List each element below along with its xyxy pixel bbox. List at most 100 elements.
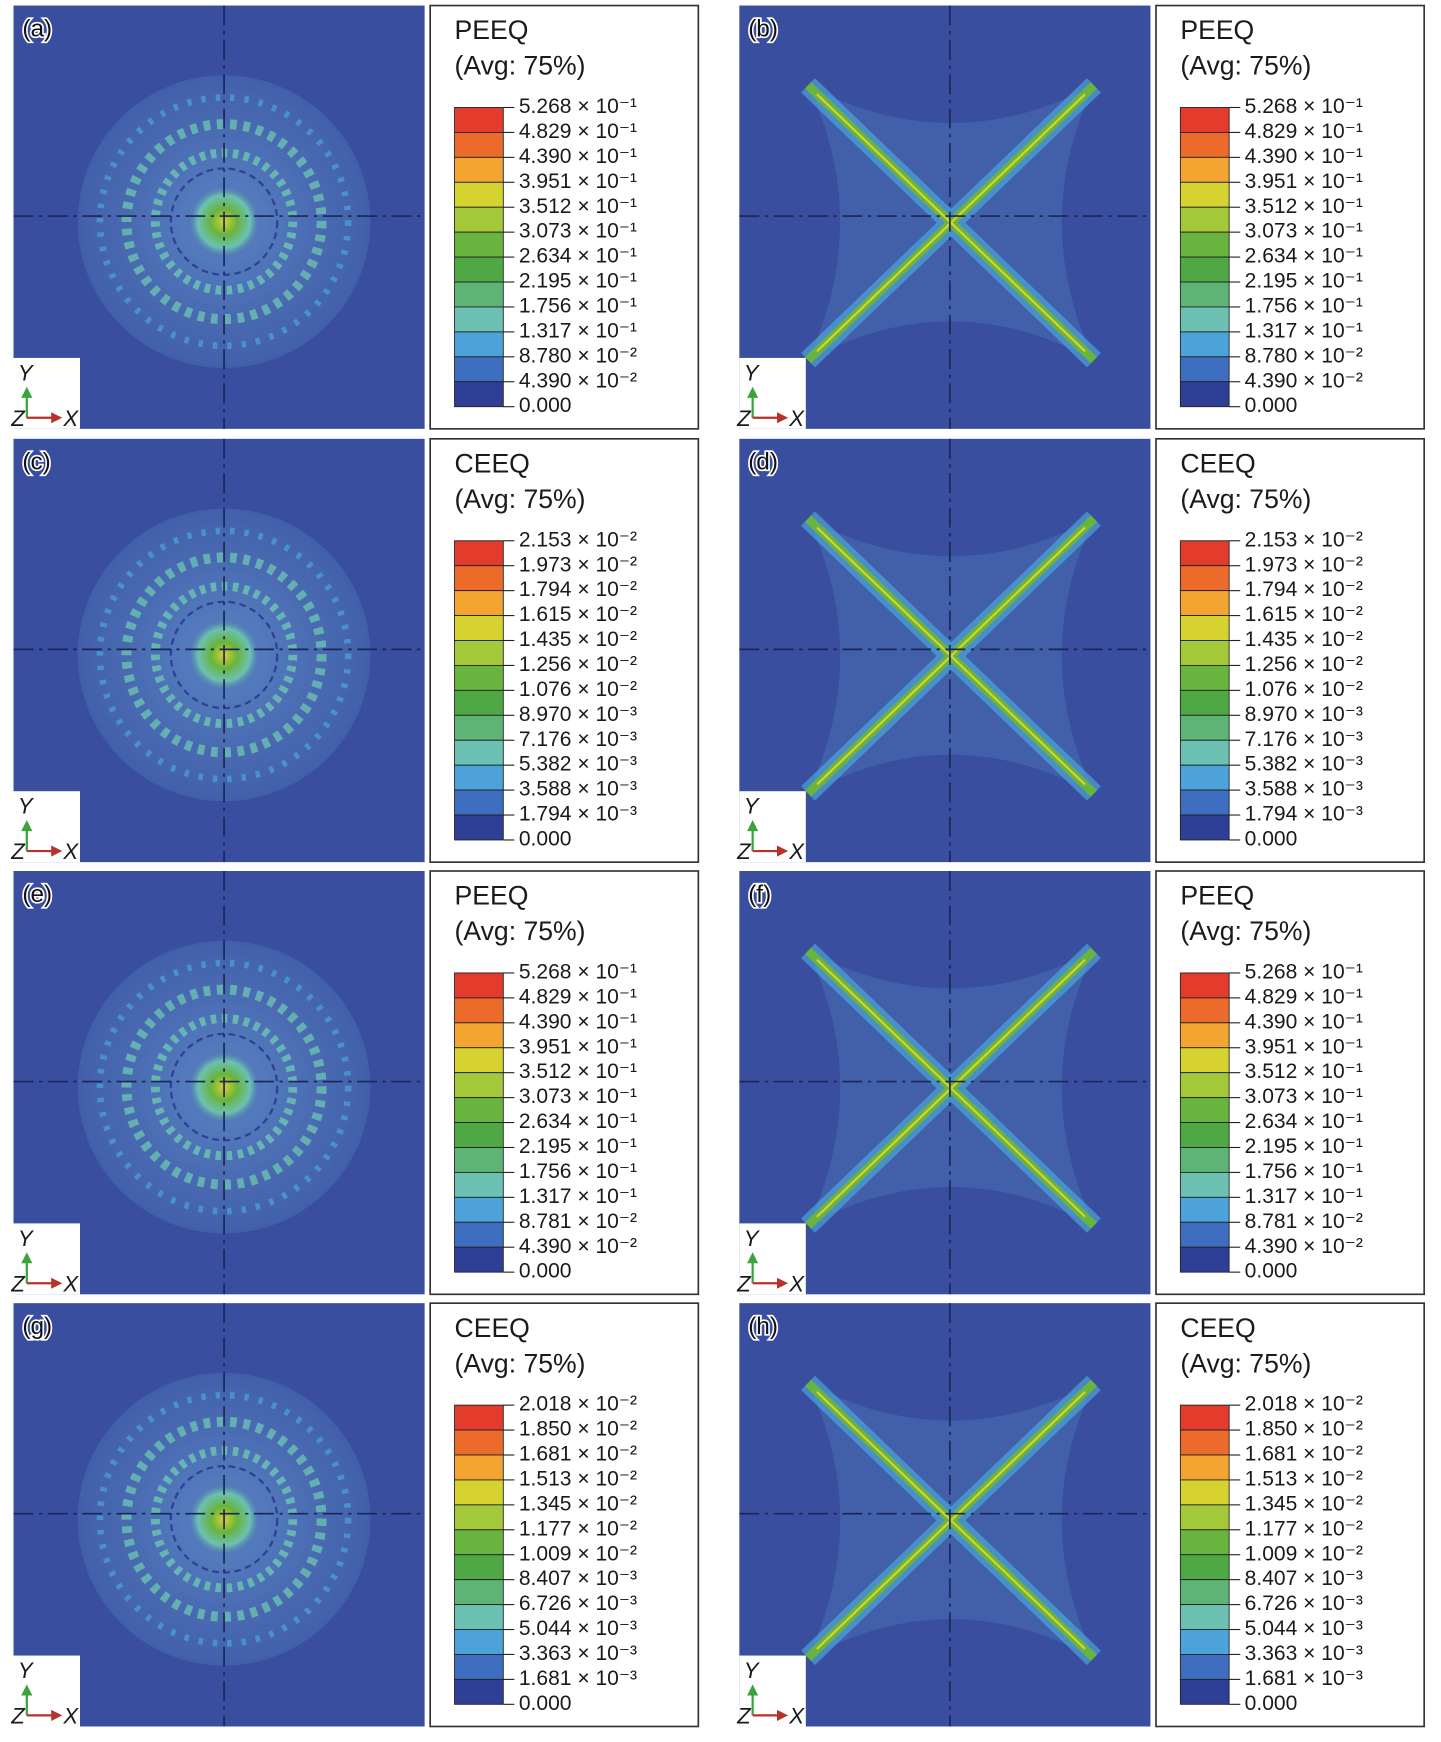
legend-level: 5.268 × 10⁻¹ [519,961,637,984]
panel-label: (d) [748,449,778,476]
legend-level: 1.756 × 10⁻¹ [519,295,637,318]
triad-label: X [788,839,805,864]
legend-level: 3.073 × 10⁻¹ [1245,1085,1363,1108]
triad-label: X [788,406,805,431]
legend-subtitle: (Avg: 75%) [1180,916,1311,946]
legend-level: 3.512 × 10⁻¹ [1245,195,1363,218]
triad-arrow [21,820,33,832]
legend-level: 2.018 × 10⁻² [519,1393,637,1416]
triad-arrow [777,845,789,857]
legend-level: 0.000 [519,394,572,417]
legend-level: 1.794 × 10⁻³ [519,803,637,826]
color-band [1179,1097,1230,1123]
legend-level: 4.390 × 10⁻¹ [519,1010,637,1033]
triad-arrow [21,386,33,398]
legend-level: 3.512 × 10⁻¹ [519,195,637,218]
triad-label: Y [18,1658,35,1683]
color-band [454,590,504,617]
legend-level: 1.009 × 10⁻² [1245,1542,1363,1565]
legend-level: 1.794 × 10⁻² [519,578,637,601]
color-band [454,1072,504,1099]
legend-level: 3.512 × 10⁻¹ [1245,1060,1363,1083]
color-band [454,1122,504,1148]
legend-level: 3.588 × 10⁻³ [1245,778,1363,801]
triad-arrow [747,1684,759,1696]
triad-arrow [21,1684,33,1696]
color-band [1179,156,1230,183]
color-band [1179,1147,1230,1173]
color-band [1179,1479,1230,1506]
color-band [454,689,504,716]
triad-label: Z [10,839,26,864]
legend-level: 1.345 × 10⁻² [1245,1492,1363,1515]
color-band [454,1678,504,1705]
color-band [1179,356,1230,383]
legend-subtitle: (Avg: 75%) [1180,1348,1311,1378]
legend-level: 4.390 × 10⁻² [519,369,637,392]
color-band [454,1529,504,1556]
color-band [1179,1529,1230,1556]
color-band [1179,1678,1230,1705]
legend-level: 2.634 × 10⁻¹ [519,245,637,268]
color-band [454,331,504,358]
color-band [1179,381,1230,408]
color-band [454,1097,504,1123]
legend-level: 1.681 × 10⁻³ [1245,1667,1363,1690]
color-band [1179,1047,1230,1074]
legend-level: 1.177 × 10⁻² [1245,1517,1363,1540]
color-band [454,664,504,691]
legend-level: 8.780 × 10⁻² [1245,344,1363,367]
legend-level: 1.076 × 10⁻² [519,678,637,701]
legend-level: 5.268 × 10⁻¹ [1245,961,1363,984]
triad-arrow [777,1277,789,1289]
color-band [454,1047,504,1074]
legend-level: 1.973 × 10⁻² [519,553,637,576]
color-band [1179,814,1230,841]
panel: (a) YZ X PEEQ (Avg: 75%) 5.268 × 10⁻¹4.829 × … [10,4,700,431]
legend-title: CEEQ [455,448,530,478]
color-band [454,1504,504,1531]
legend-level: 0.000 [519,1260,572,1283]
color-band [1179,1404,1230,1431]
legend-level: 4.829 × 10⁻¹ [519,120,637,143]
legend-level: 1.850 × 10⁻² [1245,1418,1363,1441]
triad-arrow [747,1252,759,1264]
color-band [454,1171,504,1198]
legend-level: 5.268 × 10⁻¹ [519,95,637,118]
color-band [1179,1504,1230,1531]
color-band [454,1022,504,1049]
panel-label: (g) [22,1313,52,1340]
triad-label: Y [18,360,35,385]
legend-level: 0.000 [1245,1260,1298,1283]
legend-level: 3.951 × 10⁻¹ [1245,1035,1363,1058]
legend-level: 4.390 × 10⁻¹ [1245,1010,1363,1033]
color-band [1179,1554,1230,1581]
triad-label: Y [744,1658,761,1683]
legend-level: 2.634 × 10⁻¹ [1245,1110,1363,1133]
legend-title: PEEQ [1180,15,1254,45]
legend-level: 8.780 × 10⁻² [519,344,637,367]
color-band [1179,131,1230,158]
panel-label: (c) [22,449,50,476]
color-band [454,306,504,333]
legend-level: 1.177 × 10⁻² [519,1517,637,1540]
color-band [1179,565,1230,592]
color-band [454,615,504,641]
legend-level: 0.000 [1245,394,1298,417]
legend-level: 7.176 × 10⁻³ [1245,728,1363,751]
legend-level: 8.781 × 10⁻² [519,1210,637,1233]
color-band [1179,256,1230,283]
legend-level: 1.317 × 10⁻¹ [519,1185,637,1208]
legend-level: 3.073 × 10⁻¹ [519,1085,637,1108]
triad-arrow [777,1709,789,1721]
color-band [454,565,504,592]
triad-label: Z [736,406,752,431]
contour-field [808,951,1094,1226]
color-band [454,1554,504,1581]
panel: (f) YZ X PEEQ (Avg: 75%) 5.268 × 10⁻¹4.829 × … [736,870,1426,1296]
triad-label: Y [744,1226,761,1251]
legend-level: 1.317 × 10⁻¹ [519,319,637,342]
panel: (e) YZ X PEEQ (Avg: 75%) 5.268 × 10⁻¹4.829 × … [10,870,700,1296]
legend-subtitle: (Avg: 75%) [455,1348,586,1378]
